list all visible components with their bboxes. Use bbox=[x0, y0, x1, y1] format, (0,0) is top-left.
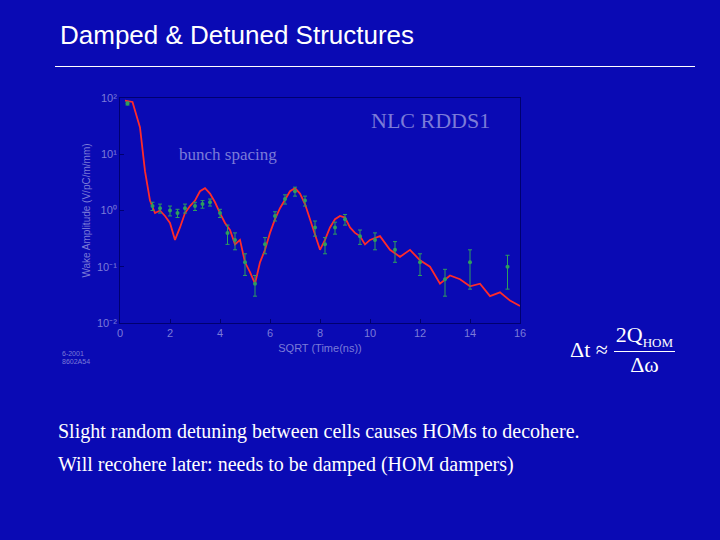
svg-text:10: 10 bbox=[364, 327, 376, 339]
html-text:Δω: Δω bbox=[630, 352, 659, 378]
html-text:Will recohere later: needs to: Will recohere later: needs to be damped … bbox=[58, 453, 514, 475]
html-text:Damped & Detuned Structures: Damped & Detuned Structures bbox=[60, 20, 415, 50]
svg-text:SQRT (Time(ns)): SQRT (Time(ns)) bbox=[278, 342, 362, 354]
svg-text:10⁰: 10⁰ bbox=[101, 204, 117, 216]
html-text:2QHOM: 2QHOM bbox=[615, 322, 674, 351]
svg-text:10⁻²: 10⁻² bbox=[97, 317, 117, 329]
svg-text:8: 8 bbox=[317, 327, 323, 339]
svg-text:10¹: 10¹ bbox=[101, 148, 117, 160]
svg-text:10²: 10² bbox=[101, 92, 117, 104]
svg-text:0: 0 bbox=[117, 327, 123, 339]
svg-text:16: 16 bbox=[514, 327, 526, 339]
svg-text:2: 2 bbox=[167, 327, 173, 339]
html-text:Slight random detuning between: Slight random detuning between cells cau… bbox=[58, 420, 580, 442]
svg-text:NLC RDDS1: NLC RDDS1 bbox=[371, 108, 490, 133]
svg-text:4: 4 bbox=[217, 327, 223, 339]
html-text:6-2001: 6-2001 bbox=[62, 350, 84, 357]
svg-text:Wake Amplitude (V/pC/m/mm): Wake Amplitude (V/pC/m/mm) bbox=[81, 143, 92, 277]
svg-text:bunch spacing: bunch spacing bbox=[179, 145, 277, 164]
svg-text:12: 12 bbox=[414, 327, 426, 339]
svg-text:14: 14 bbox=[464, 327, 476, 339]
svg-text:6: 6 bbox=[267, 327, 273, 339]
svg-text:10⁻¹: 10⁻¹ bbox=[97, 261, 117, 273]
html-text:Δt ≈: Δt ≈ bbox=[570, 337, 608, 363]
html-text:8602A54: 8602A54 bbox=[62, 358, 90, 365]
